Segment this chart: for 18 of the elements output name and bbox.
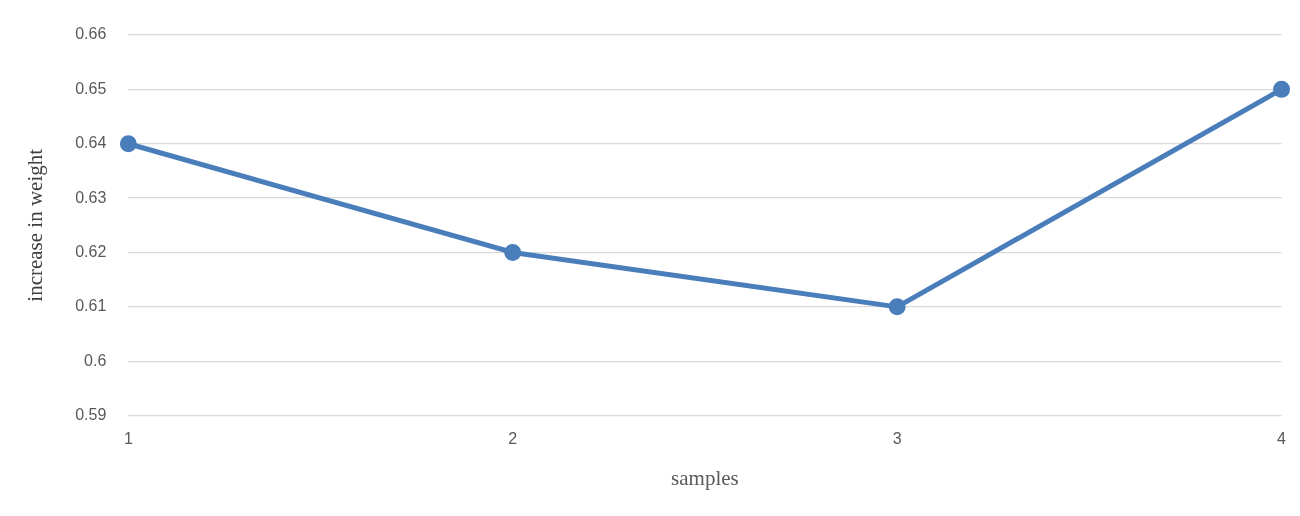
y-axis-title: increase in weight bbox=[23, 148, 48, 302]
point bbox=[888, 298, 906, 316]
point bbox=[504, 243, 522, 261]
x-tick-label: 3 bbox=[892, 429, 902, 447]
point bbox=[1273, 80, 1291, 98]
x-axis-title: samples bbox=[671, 465, 739, 490]
x-tick-label: 4 bbox=[1277, 429, 1287, 447]
y-tick-label: 0.61 bbox=[75, 297, 107, 315]
x-tick-label: 2 bbox=[508, 429, 518, 447]
y-tick-label: 0.66 bbox=[75, 25, 107, 43]
y-tick-label: 0.59 bbox=[75, 406, 107, 424]
y-tick-label: 0.63 bbox=[75, 188, 107, 206]
y-tick-label: 0.6 bbox=[84, 351, 107, 369]
y-tick-label: 0.64 bbox=[75, 134, 107, 152]
y-tick-label: 0.62 bbox=[75, 242, 107, 260]
y-tick-label: 0.65 bbox=[75, 79, 107, 97]
point bbox=[119, 135, 137, 153]
x-tick-label: 1 bbox=[123, 429, 133, 447]
